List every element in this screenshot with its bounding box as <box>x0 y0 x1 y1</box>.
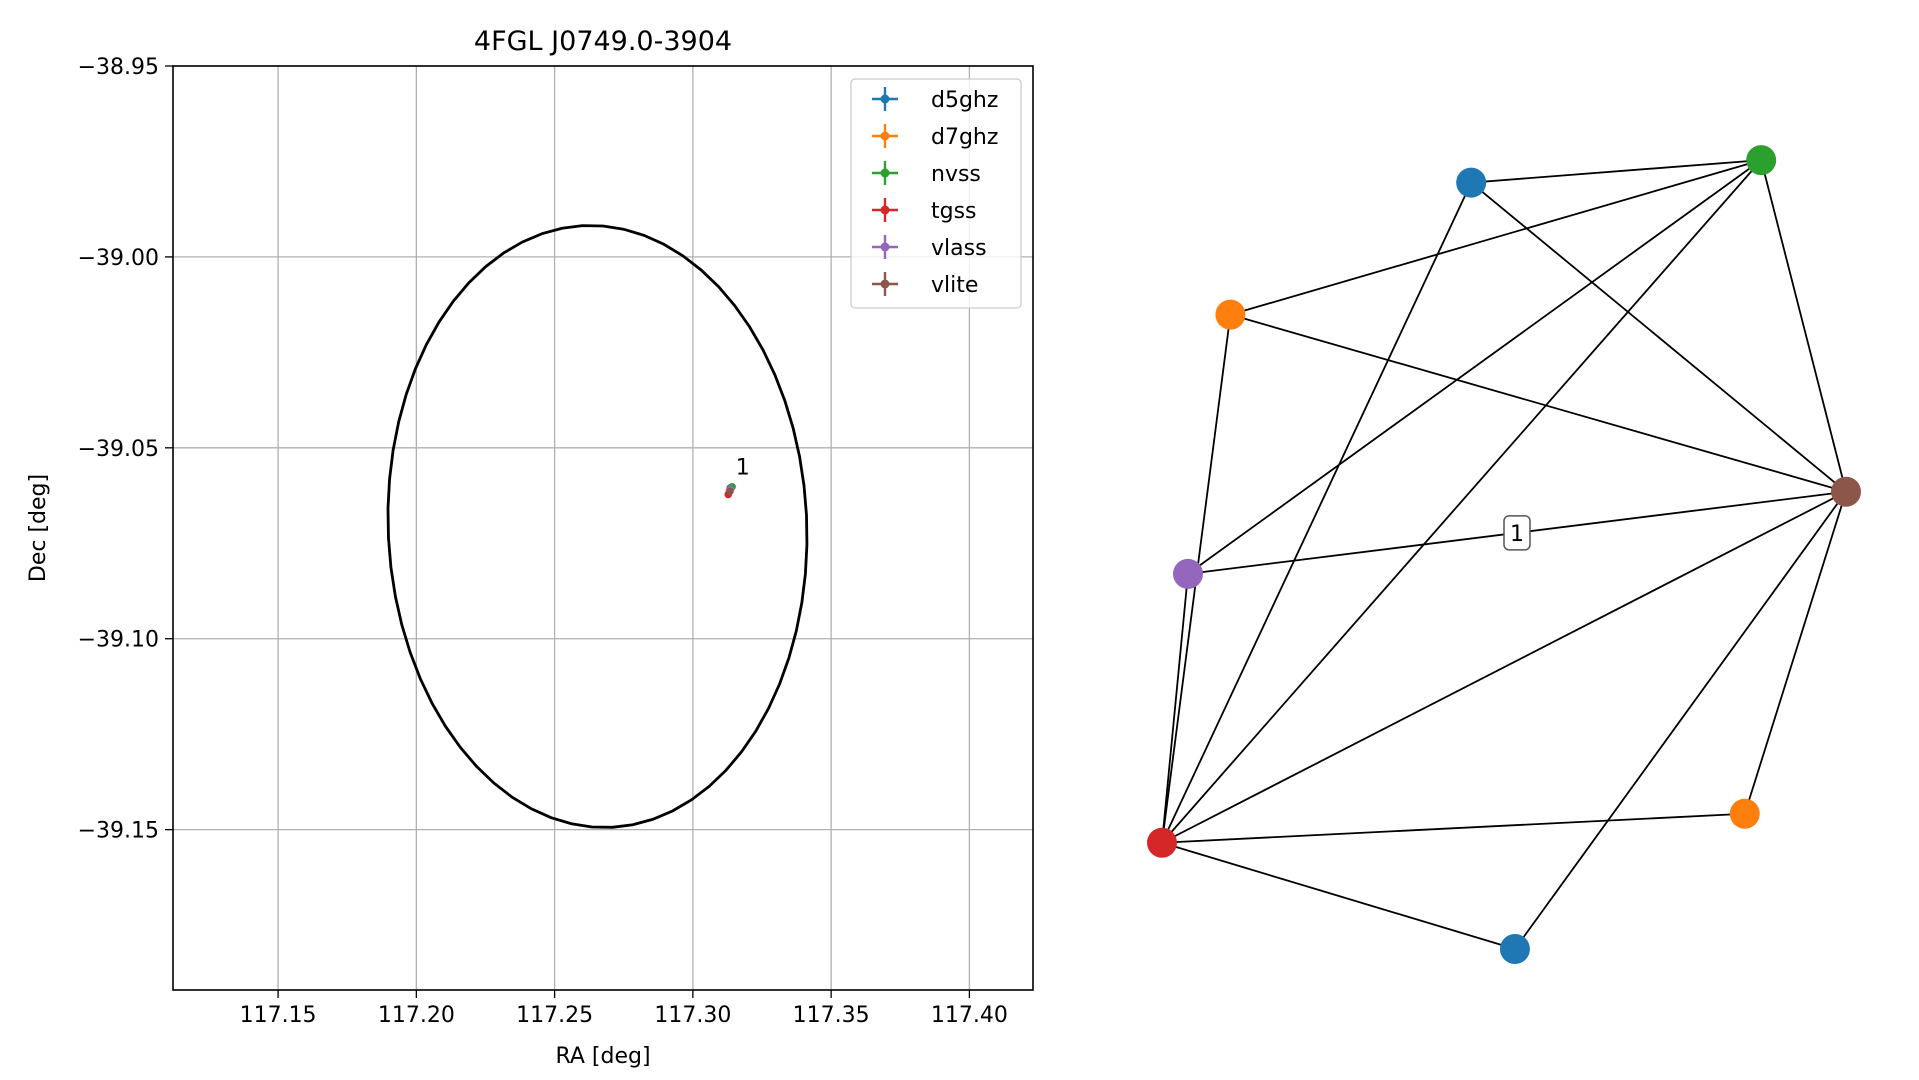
y-tick-label: −39.05 <box>78 437 159 462</box>
x-tick-label: 117.25 <box>516 1003 593 1028</box>
node-n3 <box>1147 827 1177 858</box>
node-n7 <box>1499 934 1530 964</box>
x-tick-label: 117.20 <box>378 1003 455 1028</box>
x-axis-ticks: 117.15 117.20 117.25 117.30 117.35 117.40 <box>240 990 1008 1028</box>
node-n2 <box>1746 145 1777 176</box>
point-annotation: 1 <box>736 456 750 481</box>
edge-n5-n7 <box>1514 491 1847 950</box>
edge-label: 1 <box>1510 522 1524 547</box>
localization-ellipse <box>386 224 809 829</box>
nodes-layer <box>1147 145 1861 964</box>
edge-n3-n6 <box>1161 812 1745 844</box>
edge-labels-layer: 1 <box>1503 515 1531 551</box>
y-axis-ticks: −38.95 −39.00 −39.05 −39.10 −39.15 <box>78 55 173 844</box>
legend-marker-dot-d5ghz <box>880 94 890 104</box>
node-n1 <box>1215 299 1246 330</box>
edge-label-box <box>1503 515 1531 551</box>
ellipse-layer <box>386 224 809 829</box>
legend-marker-dot-nvss <box>880 168 890 178</box>
legend-label-vlite: vlite <box>931 273 978 298</box>
axes-frame <box>172 65 1034 991</box>
edge-n2-n3 <box>1161 159 1762 844</box>
edge-n0-n2 <box>1471 159 1762 184</box>
legend: d5ghz d7ghz nvss tgss vlass vlite <box>850 78 1022 309</box>
edge-n5-n6 <box>1743 491 1847 815</box>
y-tick-label: −39.00 <box>78 246 159 271</box>
network-graph: 1 <box>1147 145 1861 964</box>
y-axis-label: Dec [deg] <box>26 474 51 582</box>
x-tick-label: 117.30 <box>654 1003 731 1028</box>
annotations-layer: 1 <box>736 456 750 481</box>
edges-layer <box>1161 159 1847 950</box>
legend-marker-dot-tgss <box>880 205 890 215</box>
edge-n4-n3 <box>1161 573 1189 843</box>
legend-label-vlass: vlass <box>931 236 987 261</box>
points-layer <box>724 482 736 499</box>
node-n5 <box>1831 476 1861 507</box>
y-tick-label: −38.95 <box>78 55 159 80</box>
edge-n2-n5 <box>1760 159 1847 492</box>
node-n4 <box>1172 558 1203 589</box>
y-tick-label: −39.15 <box>78 819 159 844</box>
node-n0 <box>1456 167 1487 198</box>
edge-n1-n2 <box>1230 159 1762 316</box>
point-vlite <box>726 487 734 496</box>
legend-label-d5ghz: d5ghz <box>931 88 998 113</box>
edge-n2-n4 <box>1187 159 1762 575</box>
edge-n3-n7 <box>1161 841 1516 950</box>
legend-marker-dot-d7ghz <box>880 131 890 141</box>
sky-plot: 4FGL J0749.0-3904 1 117.15 117.20 117.25 11… <box>26 26 1034 1069</box>
legend-label-tgss: tgss <box>931 199 977 224</box>
legend-marker-dot-vlite <box>880 279 890 289</box>
x-tick-label: 117.35 <box>793 1003 870 1028</box>
node-n6 <box>1729 798 1760 829</box>
edge-n1-n5 <box>1230 313 1847 493</box>
edge-n0-n5 <box>1470 181 1847 493</box>
x-tick-label: 117.40 <box>931 1003 1008 1028</box>
legend-marker-dot-vlass <box>880 242 890 252</box>
x-axis-label: RA [deg] <box>555 1044 650 1069</box>
edge-n3-n5 <box>1161 490 1847 844</box>
x-tick-label: 117.15 <box>240 1003 317 1028</box>
y-tick-label: −39.10 <box>78 628 159 653</box>
legend-label-nvss: nvss <box>931 162 981 187</box>
legend-label-d7ghz: d7ghz <box>931 125 998 150</box>
plot-title: 4FGL J0749.0-3904 <box>474 26 732 57</box>
edge-n0-n3 <box>1161 182 1472 844</box>
